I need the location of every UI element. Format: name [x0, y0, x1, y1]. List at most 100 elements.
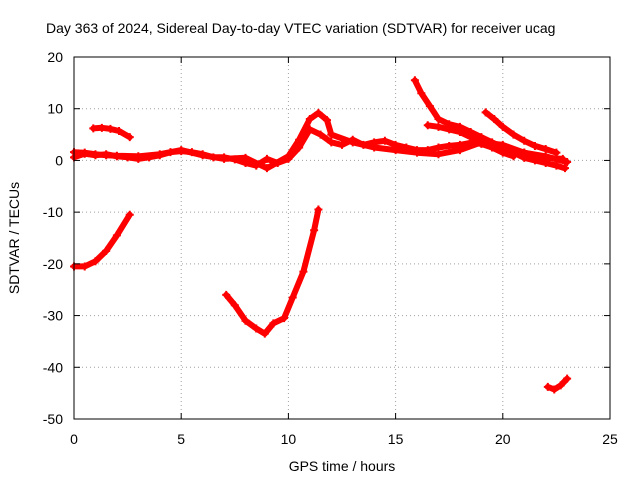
data-point [563, 157, 572, 166]
data-point [241, 316, 250, 325]
data-point [520, 136, 529, 145]
data-point [310, 226, 319, 235]
x-tick-label: 25 [602, 431, 618, 447]
data-point [314, 205, 323, 214]
data-point [97, 123, 106, 132]
x-tick-label: 5 [177, 431, 185, 447]
data-point [288, 293, 297, 302]
data-point [327, 138, 336, 147]
data-point [445, 141, 454, 150]
data-point [338, 140, 346, 149]
data-point [220, 154, 229, 163]
data-point [434, 122, 443, 131]
data-point [380, 136, 389, 145]
data-point [563, 374, 572, 383]
x-tick-label: 10 [281, 431, 297, 447]
data-point [314, 108, 323, 117]
data-point [284, 152, 293, 161]
y-axis-label: SDTVAR / TECUs [6, 182, 22, 294]
data-point [530, 141, 539, 150]
chart-title: Day 363 of 2024, Sidereal Day-to-day VTE… [46, 20, 555, 36]
data-point [80, 262, 89, 271]
data-point [434, 143, 443, 152]
data-point [541, 159, 550, 168]
data-point [434, 115, 443, 124]
y-tick-label: -20 [43, 256, 63, 272]
y-tick-label: -50 [43, 411, 63, 427]
x-tick-label: 15 [388, 431, 404, 447]
y-tick-label: 10 [47, 101, 63, 117]
data-point [125, 210, 134, 219]
y-tick-label: -10 [43, 204, 63, 220]
data-point [391, 146, 400, 155]
data-point [91, 257, 100, 266]
data-point [106, 124, 115, 133]
y-tick-label: 20 [47, 49, 63, 65]
data-point [552, 148, 561, 157]
data-point [299, 267, 308, 276]
data-point [509, 130, 518, 139]
data-point [327, 130, 336, 139]
data-point [455, 146, 464, 155]
data-point [316, 130, 325, 139]
x-axis-label: GPS time / hours [289, 458, 396, 474]
data-point [530, 156, 539, 165]
x-tick-label: 0 [70, 431, 78, 447]
series-arc-10 [544, 375, 571, 393]
data-point [230, 301, 239, 310]
data-point [455, 127, 464, 136]
data-point [481, 108, 490, 117]
data-point [410, 76, 419, 85]
data-point [509, 148, 518, 157]
series-arc-4 [71, 211, 133, 270]
data-point [198, 151, 207, 160]
data-point [466, 133, 475, 142]
data-point [558, 154, 567, 163]
data-point [280, 314, 289, 323]
data-point [260, 329, 269, 338]
data-point [541, 145, 550, 154]
data-point [102, 151, 111, 160]
data-point [89, 124, 98, 133]
data-point [370, 143, 379, 152]
axis-ticks: 0 5 10 15 20 25 -50 -40 -30 -20 -10 0 10 20 [43, 49, 618, 447]
data-point [498, 122, 507, 131]
data-point [520, 153, 529, 162]
data-point [80, 148, 89, 157]
grid-lines [74, 57, 610, 419]
data-point [490, 115, 499, 124]
data-point [498, 143, 507, 152]
data-point [423, 121, 432, 130]
data-point [556, 381, 565, 390]
data-point [322, 116, 331, 125]
data-point [112, 231, 121, 240]
data-point [413, 148, 422, 157]
data-point [269, 319, 278, 328]
data-point [305, 115, 314, 124]
data-point [112, 151, 121, 160]
y-tick-label: 0 [55, 152, 63, 168]
data-point [552, 161, 561, 170]
data-point [262, 154, 271, 163]
data-point [155, 150, 164, 159]
data-point [477, 138, 486, 147]
data-point [115, 126, 124, 135]
data-series [70, 76, 572, 394]
data-point [134, 152, 143, 161]
data-point [560, 164, 569, 173]
data-point [445, 125, 454, 134]
plot-frame [73, 56, 611, 420]
data-point [177, 146, 186, 155]
data-point [550, 385, 559, 394]
data-point [91, 150, 100, 159]
data-point [417, 89, 426, 98]
data-point [543, 382, 552, 391]
data-point [125, 133, 134, 142]
data-point [425, 102, 434, 111]
data-point [434, 150, 443, 159]
x-tick-label: 20 [495, 431, 511, 447]
data-point [241, 153, 250, 162]
data-point [295, 135, 304, 144]
data-point [488, 143, 497, 152]
